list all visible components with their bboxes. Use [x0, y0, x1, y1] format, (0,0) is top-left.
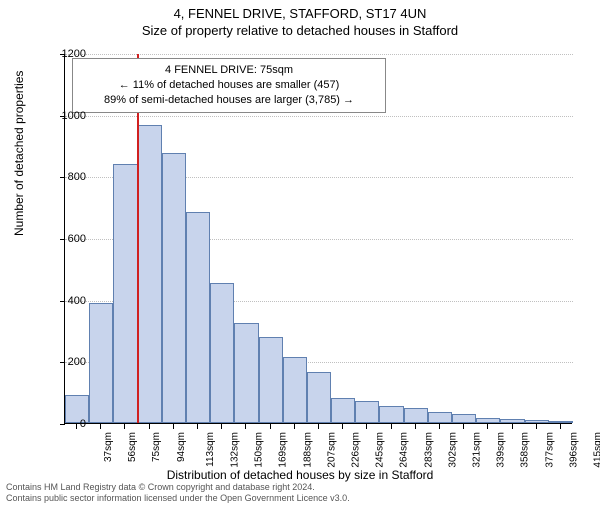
xtick-label: 113sqm: [205, 432, 216, 467]
ytick-mark: [60, 177, 65, 178]
histogram-bar: [355, 401, 379, 423]
xtick-label: 396sqm: [568, 432, 579, 468]
footer-line-1: Contains HM Land Registry data © Crown c…: [6, 482, 350, 493]
xtick-mark: [512, 424, 513, 429]
ytick-mark: [60, 362, 65, 363]
histogram-bar: [549, 421, 573, 423]
xtick-label: 94sqm: [176, 432, 187, 462]
histogram-bar: [476, 418, 500, 423]
footer-attribution: Contains HM Land Registry data © Crown c…: [6, 482, 350, 504]
xtick-label: 56sqm: [127, 432, 138, 462]
histogram-bar: [113, 164, 137, 423]
histogram-bar: [138, 125, 162, 423]
legend-line-3: 89% of semi-detached houses are larger (…: [81, 93, 377, 108]
xtick-mark: [318, 424, 319, 429]
xtick-label: 207sqm: [326, 432, 337, 468]
y-axis-label: Number of detached properties: [12, 71, 26, 236]
histogram-bar: [331, 398, 355, 423]
xtick-mark: [415, 424, 416, 429]
xtick-mark: [391, 424, 392, 429]
ytick-label: 1200: [62, 48, 86, 60]
ytick-label: 200: [68, 356, 86, 368]
xtick-mark: [270, 424, 271, 429]
xtick-mark: [439, 424, 440, 429]
histogram-bar: [307, 372, 331, 423]
xtick-mark: [294, 424, 295, 429]
legend-box: 4 FENNEL DRIVE: 75sqm ← 11% of detached …: [72, 58, 386, 113]
histogram-bar: [89, 303, 113, 423]
xtick-label: 132sqm: [230, 432, 241, 468]
histogram-bar: [259, 337, 283, 423]
xtick-label: 377sqm: [544, 432, 555, 468]
ytick-label: 800: [68, 171, 86, 183]
xtick-label: 264sqm: [399, 432, 410, 468]
legend-line-1: 4 FENNEL DRIVE: 75sqm: [81, 63, 377, 78]
xtick-label: 226sqm: [351, 432, 362, 468]
xtick-mark: [149, 424, 150, 429]
xtick-label: 245sqm: [375, 432, 386, 468]
histogram-bar: [379, 406, 403, 423]
histogram-bar: [500, 419, 524, 423]
histogram-bar: [428, 412, 452, 423]
page-subtitle: Size of property relative to detached ho…: [0, 23, 600, 38]
histogram-bar: [234, 323, 258, 423]
xtick-mark: [342, 424, 343, 429]
histogram-bar: [525, 420, 549, 423]
gridline: [65, 116, 573, 117]
ytick-label: 400: [68, 295, 86, 307]
xtick-label: 150sqm: [254, 432, 265, 468]
xtick-label: 302sqm: [447, 432, 458, 468]
xtick-label: 339sqm: [496, 432, 507, 468]
histogram-bar: [186, 212, 210, 423]
xtick-label: 415sqm: [592, 432, 600, 468]
histogram-bar: [404, 408, 428, 423]
xtick-mark: [100, 424, 101, 429]
xtick-label: 75sqm: [151, 432, 162, 462]
ytick-mark: [60, 239, 65, 240]
xtick-label: 188sqm: [302, 432, 313, 468]
histogram-bar: [452, 414, 476, 423]
xtick-label: 169sqm: [278, 432, 289, 468]
xtick-label: 358sqm: [520, 432, 531, 468]
ytick-mark: [60, 424, 65, 425]
legend-line-2: ← 11% of detached houses are smaller (45…: [81, 78, 377, 93]
x-axis-label: Distribution of detached houses by size …: [0, 468, 600, 482]
xtick-mark: [463, 424, 464, 429]
xtick-mark: [124, 424, 125, 429]
xtick-mark: [197, 424, 198, 429]
xtick-mark: [536, 424, 537, 429]
gridline: [65, 54, 573, 55]
ytick-label: 1000: [62, 110, 86, 122]
xtick-label: 321sqm: [472, 432, 483, 468]
xtick-mark: [487, 424, 488, 429]
xtick-mark: [221, 424, 222, 429]
xtick-mark: [76, 424, 77, 429]
xtick-label: 283sqm: [423, 432, 434, 468]
ytick-label: 600: [68, 233, 86, 245]
xtick-mark: [560, 424, 561, 429]
histogram-bar: [283, 357, 307, 423]
xtick-mark: [245, 424, 246, 429]
histogram-bar: [162, 153, 186, 423]
footer-line-2: Contains public sector information licen…: [6, 493, 350, 504]
xtick-mark: [366, 424, 367, 429]
ytick-label: 0: [80, 418, 86, 430]
xtick-label: 37sqm: [103, 432, 114, 462]
xtick-mark: [173, 424, 174, 429]
page-title: 4, FENNEL DRIVE, STAFFORD, ST17 4UN: [0, 6, 600, 21]
histogram-bar: [210, 283, 234, 423]
ytick-mark: [60, 301, 65, 302]
